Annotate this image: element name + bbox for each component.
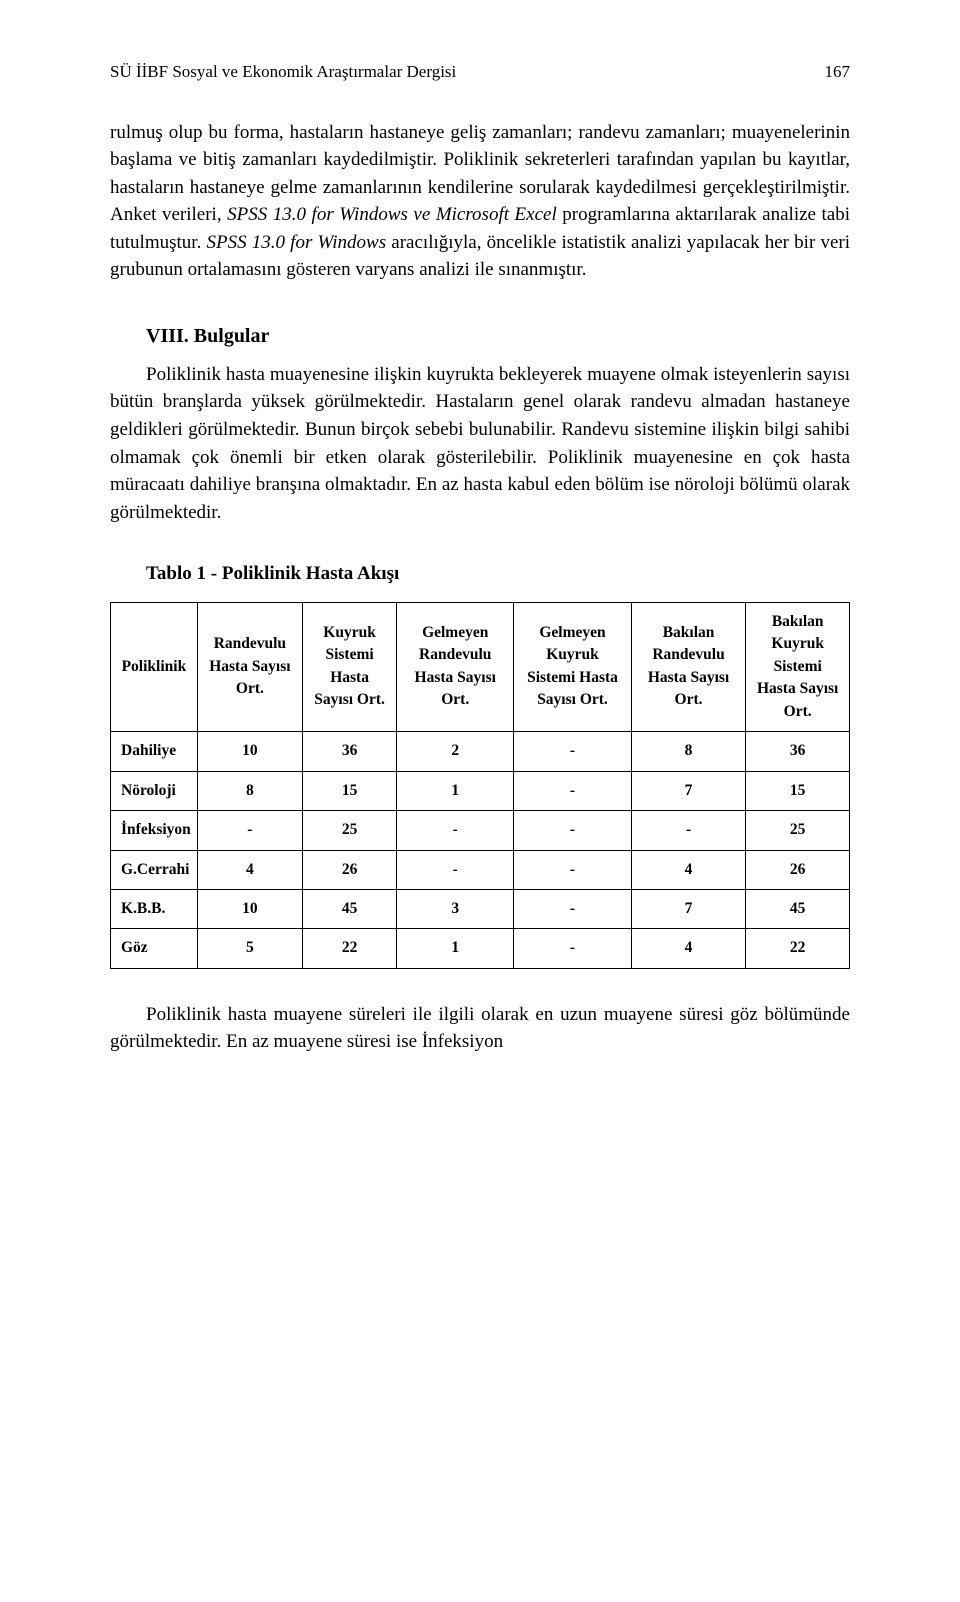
running-header: SÜ İİBF Sosyal ve Ekonomik Araştırmalar … (110, 60, 850, 85)
col-header: Poliklinik (111, 602, 198, 731)
table-row: Göz5221-422 (111, 929, 850, 968)
journal-name: SÜ İİBF Sosyal ve Ekonomik Araştırmalar … (110, 60, 456, 85)
cell: 8 (197, 771, 302, 810)
cell: 10 (197, 889, 302, 928)
cell: 26 (746, 850, 850, 889)
row-label: Göz (111, 929, 198, 968)
col-header: Bakılan Randevulu Hasta Sayısı Ort. (631, 602, 746, 731)
cell: 4 (631, 850, 746, 889)
p1-italic-2: SPSS 13.0 for Windows (206, 232, 386, 253)
table-1: Poliklinik Randevulu Hasta Sayısı Ort. K… (110, 602, 850, 969)
cell: 36 (746, 732, 850, 771)
cell: - (631, 811, 746, 850)
p1-italic-1: SPSS 13.0 for Windows ve Microsoft Excel (227, 204, 557, 225)
page-number: 167 (825, 60, 851, 85)
cell: 7 (631, 771, 746, 810)
cell: - (514, 771, 632, 810)
paragraph-1: rulmuş olup bu forma, hastaların hastane… (110, 119, 850, 284)
cell: - (197, 811, 302, 850)
cell: 7 (631, 889, 746, 928)
cell: 45 (746, 889, 850, 928)
section-8-body: Poliklinik hasta muayenesine ilişkin kuy… (110, 361, 850, 526)
cell: 4 (631, 929, 746, 968)
cell: - (514, 889, 632, 928)
col-header: Bakılan Kuyruk Sistemi Hasta Sayısı Ort. (746, 602, 850, 731)
cell: 36 (302, 732, 396, 771)
cell: - (514, 732, 632, 771)
cell: 26 (302, 850, 396, 889)
cell: - (514, 929, 632, 968)
row-label: İnfeksiyon (111, 811, 198, 850)
cell: 10 (197, 732, 302, 771)
row-label: K.B.B. (111, 889, 198, 928)
section-8-title: VIII. Bulgular (146, 322, 850, 351)
footer-paragraph: Poliklinik hasta muayene süreleri ile il… (110, 1001, 850, 1056)
cell: 4 (197, 850, 302, 889)
cell: 15 (302, 771, 396, 810)
col-header: Kuyruk Sistemi Hasta Sayısı Ort. (302, 602, 396, 731)
cell: 5 (197, 929, 302, 968)
table-row: Nöroloji8151-715 (111, 771, 850, 810)
row-label: Dahiliye (111, 732, 198, 771)
cell: 3 (397, 889, 514, 928)
col-header: Gelmeyen Randevulu Hasta Sayısı Ort. (397, 602, 514, 731)
cell: - (514, 850, 632, 889)
table-row: G.Cerrahi426--426 (111, 850, 850, 889)
cell: 1 (397, 771, 514, 810)
cell: 22 (302, 929, 396, 968)
table-row: K.B.B.10453-745 (111, 889, 850, 928)
cell: 15 (746, 771, 850, 810)
cell: - (514, 811, 632, 850)
cell: 2 (397, 732, 514, 771)
table-1-title: Tablo 1 - Poliklinik Hasta Akışı (146, 560, 850, 588)
table-row: Dahiliye10362-836 (111, 732, 850, 771)
cell: - (397, 850, 514, 889)
cell: 25 (746, 811, 850, 850)
row-label: Nöroloji (111, 771, 198, 810)
row-label: G.Cerrahi (111, 850, 198, 889)
table-row: İnfeksiyon-25---25 (111, 811, 850, 850)
cell: 25 (302, 811, 396, 850)
col-header: Gelmeyen Kuyruk Sistemi Hasta Sayısı Ort… (514, 602, 632, 731)
cell: 8 (631, 732, 746, 771)
cell: - (397, 811, 514, 850)
cell: 45 (302, 889, 396, 928)
table-header-row: Poliklinik Randevulu Hasta Sayısı Ort. K… (111, 602, 850, 731)
cell: 22 (746, 929, 850, 968)
col-header: Randevulu Hasta Sayısı Ort. (197, 602, 302, 731)
cell: 1 (397, 929, 514, 968)
